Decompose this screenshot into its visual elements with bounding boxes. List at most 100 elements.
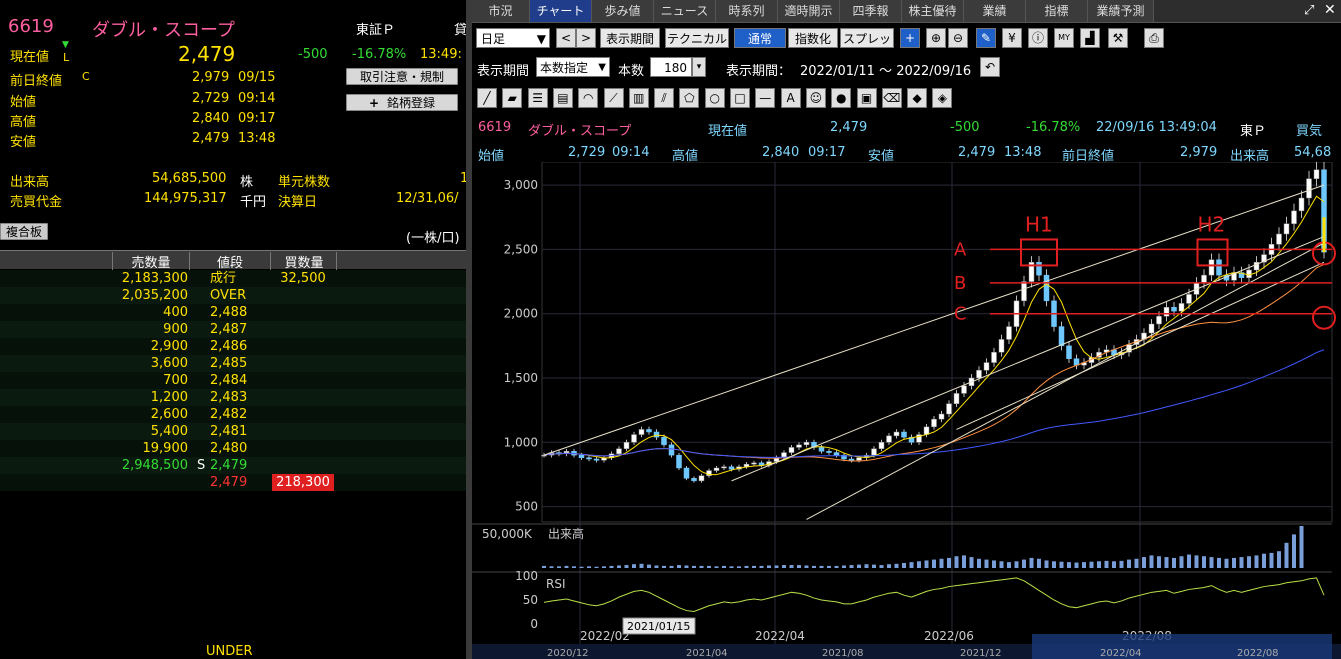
fib-icon[interactable]: ⟋ [603, 88, 624, 108]
buy-qty: 32,500 [280, 271, 326, 286]
trendline-icon[interactable]: ╱ [477, 88, 497, 108]
channel-icon[interactable]: ⫽ [654, 88, 675, 108]
orderbook-row[interactable]: 2,035,200 OVER [0, 287, 466, 304]
chart-change: -500 [950, 120, 980, 135]
buy-qty [272, 372, 334, 389]
hline-icon[interactable]: — [755, 88, 776, 108]
zoom-out-icon[interactable]: ⊖ [948, 28, 968, 48]
period-select[interactable]: 日足 ▼ [476, 28, 550, 48]
expand-icon[interactable]: ⤢ [1304, 3, 1315, 18]
orderbook-row[interactable]: 2,183,300 成行 32,500 [0, 270, 466, 287]
tab-1[interactable]: チャート [530, 0, 592, 22]
text-icon[interactable]: A [780, 88, 801, 108]
undo-icon[interactable]: ↶ [980, 57, 1000, 77]
emoji-icon[interactable]: ☺ [805, 88, 826, 108]
display-period-button[interactable]: 表示期間 [600, 28, 660, 48]
buy-qty [272, 406, 334, 423]
panel-splitter[interactable] [466, 0, 472, 659]
candle-body [751, 462, 757, 465]
rsi-tick-label: 0 [530, 617, 538, 631]
composite-board-button[interactable]: 複合板 [0, 223, 48, 240]
chart-stock-name: ダブル・スコープ [528, 124, 632, 139]
register-stock-button[interactable]: + 銘柄登録 [346, 94, 458, 111]
stamp-icon[interactable]: ● [831, 88, 852, 108]
fan-icon[interactable]: ◠ [578, 88, 599, 108]
level-b-label: B [954, 273, 966, 294]
volume-bar [1059, 561, 1064, 568]
info-icon[interactable]: ⓘ [1028, 28, 1048, 48]
orderbook-row[interactable]: 400 2,488 [0, 304, 466, 321]
overview-label: 2022/04 [1100, 648, 1142, 659]
volume-bar [812, 565, 816, 568]
candle-body [923, 426, 930, 435]
volume-bar [609, 565, 614, 568]
tab-0[interactable]: 市況 [472, 0, 530, 22]
eraser-all-icon[interactable]: ◆ [907, 88, 928, 108]
spread-mode-button[interactable]: スプレッド [840, 28, 894, 66]
count-stepper-icon[interactable]: ▾ [692, 57, 706, 77]
orderbook-row[interactable]: 900 2,487 [0, 321, 466, 338]
candle-body [713, 467, 720, 471]
tab-6[interactable]: 四季報 [840, 0, 902, 22]
tab-2[interactable]: 歩み値 [592, 0, 654, 22]
tab-3[interactable]: ニュース [654, 0, 716, 22]
my-icon[interactable]: MY [1054, 28, 1074, 48]
candle-body [1201, 274, 1207, 284]
select-icon[interactable]: ◈ [932, 88, 953, 108]
index-mode-button[interactable]: 指数化 [788, 28, 838, 48]
tab-8[interactable]: 業績 [964, 0, 1026, 22]
down-arrow-icon: ▼ [62, 40, 69, 50]
technical-button[interactable]: テクニカル [665, 28, 729, 48]
orderbook-row[interactable]: 2,900 2,486 [0, 338, 466, 355]
rectangle-icon[interactable]: □ [730, 88, 750, 108]
candle-body [683, 467, 690, 479]
period-select-value: 日足 [481, 32, 506, 46]
trade-notice-button[interactable]: 取引注意・規制 [346, 68, 458, 85]
buy-qty [272, 338, 334, 355]
orderbook-row[interactable]: 19,900 2,480 [0, 440, 466, 457]
zoom-in-icon[interactable]: ⊕ [926, 28, 946, 48]
print-icon[interactable]: ⎙ [1144, 28, 1164, 48]
volume-bar [834, 565, 839, 568]
orderbook-row[interactable]: 3,600 2,485 [0, 355, 466, 372]
orderbook-row[interactable]: 2,479 218,300 [0, 474, 466, 491]
copy-icon[interactable]: ▣ [856, 88, 877, 108]
orderbook-row[interactable]: 1,200 2,483 [0, 389, 466, 406]
candle-body [578, 454, 585, 458]
orderbook-row[interactable]: 2,948,500 S 2,479 [0, 457, 466, 474]
normal-mode-button[interactable]: 通常 [734, 28, 786, 48]
period-mode-select[interactable]: 本数指定 ▼ [536, 57, 610, 77]
crosshair-icon[interactable]: + [900, 28, 920, 48]
volume-bar [774, 565, 779, 568]
quote-panel: 6619 ダブル・スコープ 東証Ｐ 貸 現在値 ▼ L 2,479 -500 -… [0, 0, 466, 659]
tab-7[interactable]: 株主優待 [902, 0, 964, 22]
tab-4[interactable]: 時系列 [716, 0, 778, 22]
tab-9[interactable]: 指標 [1026, 0, 1088, 22]
mini-chart-icon[interactable]: ▟ [1080, 28, 1100, 48]
candle-body [961, 385, 967, 394]
orderbook-row[interactable]: 700 2,484 [0, 372, 466, 389]
pentagon-icon[interactable]: ⬠ [679, 88, 700, 108]
overview-selection [1032, 634, 1332, 659]
yen-icon[interactable]: ¥ [1002, 28, 1022, 48]
pen-icon[interactable]: ✎ [976, 28, 996, 48]
orderbook-row[interactable]: 2,600 2,482 [0, 406, 466, 423]
wrench-icon[interactable]: ⚒ [1108, 28, 1128, 48]
current-value: 2,479 [178, 42, 236, 66]
ruler-icon[interactable]: ▰ [502, 88, 523, 108]
chevron-right-icon[interactable]: > [576, 28, 596, 48]
vlines-icon[interactable]: ▥ [628, 88, 649, 108]
close-icon[interactable]: ✕ [1324, 2, 1336, 18]
count-input[interactable]: 180 [650, 57, 692, 77]
circle-icon[interactable]: ○ [704, 88, 725, 108]
tab-5[interactable]: 適時開示 [778, 0, 840, 22]
volume-bar [737, 566, 741, 568]
chevron-left-icon[interactable]: < [556, 28, 576, 48]
hlines-dense-icon[interactable]: ▤ [552, 88, 573, 108]
rsi-line [543, 577, 1325, 613]
eraser-icon[interactable]: ⌫ [881, 88, 902, 108]
orderbook-row[interactable]: 5,400 2,481 [0, 423, 466, 440]
hlines-icon[interactable]: ☰ [527, 88, 548, 108]
tab-10[interactable]: 業績予測 [1088, 0, 1154, 22]
